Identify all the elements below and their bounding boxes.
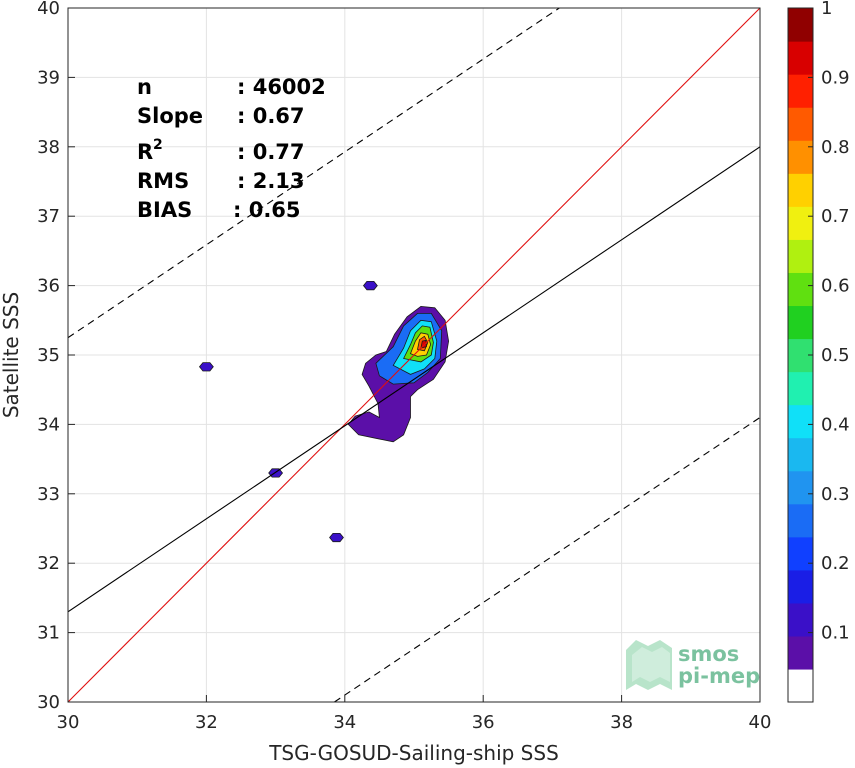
- y-tick-label: 34: [37, 414, 60, 435]
- y-tick-label: 38: [37, 137, 60, 158]
- colorbar-tick-label: 0.6: [821, 276, 850, 297]
- isolated-blob: [362, 281, 378, 291]
- stat-r2-value: : 0.77: [237, 140, 305, 164]
- x-tick-label: 40: [749, 712, 772, 733]
- colorbar-segment: [788, 206, 813, 240]
- smos-pi-mep-logo: smos pi-mep: [626, 640, 760, 690]
- identity-line: [68, 8, 760, 702]
- colorbar-tick-label: 0.4: [821, 414, 850, 435]
- grid-lines: [67, 7, 761, 703]
- colorbar-segment: [788, 569, 813, 604]
- y-tick-label: 35: [37, 345, 60, 366]
- regression-line: [68, 146, 760, 613]
- y-tick-label: 36: [37, 276, 60, 297]
- x-axis-title: TSG-GOSUD-Sailing-ship SSS: [268, 741, 559, 765]
- colorbar-segment: [788, 8, 813, 42]
- colorbar-segment: [788, 272, 813, 307]
- colorbar-segment: [788, 239, 813, 273]
- colorbar-tick-label: 0.3: [821, 484, 850, 505]
- stat-n-label: n: [137, 75, 152, 99]
- colorbar-tick-label: 0.8: [821, 137, 850, 158]
- colorbar-segment: [788, 74, 813, 108]
- stat-r2-label: R: [137, 140, 153, 164]
- colorbar-segment: [788, 536, 813, 571]
- colorbar-segment: [788, 635, 813, 670]
- colorbar-segment: [788, 404, 813, 439]
- y-tick-label: 30: [37, 692, 60, 713]
- colorbar: [788, 8, 813, 703]
- y-tick-label: 33: [37, 484, 60, 505]
- stat-rms-value: : 2.13: [237, 169, 305, 193]
- colorbar-segment: [788, 107, 813, 141]
- stat-rms-label: RMS: [137, 169, 189, 193]
- stat-bias-value: : 0.65: [233, 198, 301, 222]
- lower-bound-line: [334, 417, 760, 702]
- y-tick-label: 40: [37, 0, 60, 19]
- colorbar-segment: [788, 305, 813, 340]
- y-tick-label: 32: [37, 553, 60, 574]
- x-tick-label: 30: [57, 712, 80, 733]
- colorbar-segment: [788, 371, 813, 406]
- y-axis-ticks: 30 31 32 33 34 35 36 37 38 39 40: [37, 0, 75, 713]
- colorbar-segment: [788, 173, 813, 207]
- stat-bias-label: BIAS: [137, 198, 192, 222]
- colorbar-tick-label: 0.7: [821, 206, 850, 227]
- logo-pi-mep: pi-mep: [678, 664, 760, 688]
- isolated-blob: [198, 362, 214, 372]
- colorbar-tick-label: 0.9: [821, 67, 850, 88]
- colorbar-segment: [788, 437, 813, 472]
- x-tick-label: 34: [333, 712, 356, 733]
- colorbar-ticks: 0.1 0.2 0.3 0.4 0.5 0.6 0.7 0.8 0.9 1: [808, 0, 850, 644]
- isolated-blob: [329, 533, 344, 543]
- colorbar-tick-label: 0.5: [821, 345, 850, 366]
- y-tick-label: 39: [37, 67, 60, 88]
- colorbar-segment: [788, 602, 813, 637]
- logo-waves-icon: [626, 640, 672, 690]
- colorbar-segment: [788, 668, 813, 703]
- colorbar-tick-label: 1: [821, 0, 832, 19]
- y-tick-label: 31: [37, 623, 60, 644]
- x-tick-label: 32: [195, 712, 218, 733]
- x-tick-label: 38: [610, 712, 633, 733]
- y-tick-label: 37: [37, 206, 60, 227]
- stats-box: n : 46002 Slope : 0.67 R 2 : 0.77 RMS : …: [137, 75, 326, 222]
- colorbar-segment: [788, 140, 813, 174]
- x-tick-label: 36: [472, 712, 495, 733]
- stat-n-value: : 46002: [237, 75, 326, 99]
- x-axis-ticks: 30 32 34 36 38 40: [57, 695, 772, 733]
- reference-lines: [68, 8, 760, 702]
- y-axis-title: Satellite SSS: [0, 292, 23, 418]
- colorbar-segment: [788, 470, 813, 505]
- stat-slope-label: Slope: [137, 104, 203, 128]
- stat-slope-value: : 0.67: [237, 104, 305, 128]
- upper-bound-line: [68, 8, 560, 339]
- density-contours: [198, 281, 450, 543]
- colorbar-tick-label: 0.2: [821, 553, 850, 574]
- stat-r2-superscript: 2: [153, 137, 163, 153]
- colorbar-segment: [788, 41, 813, 75]
- colorbar-tick-label: 0.1: [821, 623, 850, 644]
- logo-smos: smos: [678, 642, 739, 666]
- colorbar-segment: [788, 503, 813, 538]
